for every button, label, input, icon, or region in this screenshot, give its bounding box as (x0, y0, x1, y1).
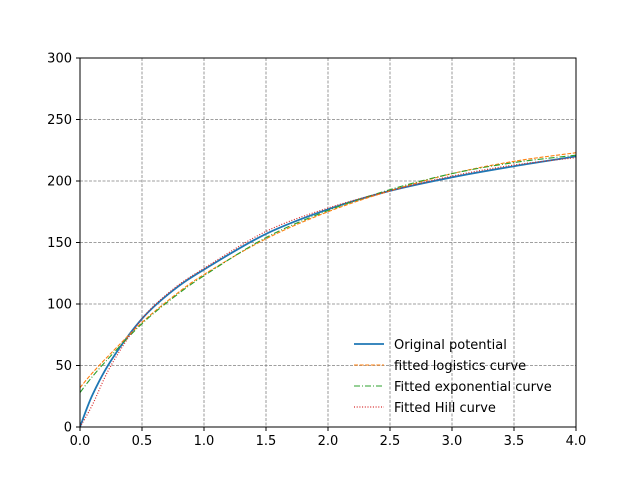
legend-label: Fitted exponential curve (394, 380, 552, 395)
x-tick-label: 2.5 (380, 434, 401, 449)
x-tick-label: 0.5 (132, 434, 153, 449)
y-tick-label: 0 (64, 421, 72, 436)
series-line-3 (80, 154, 576, 393)
legend-label: fitted logistics curve (394, 359, 526, 374)
x-tick-label: 4.0 (566, 434, 587, 449)
x-tick-label: 3.5 (504, 434, 525, 449)
plot-area: 0.0 0.5 1.0 1.5 2.0 2.5 3.0 3.5 4.0 0 50 100 150 200… (47, 52, 586, 450)
x-tick-label: 0.0 (70, 434, 91, 449)
series-line-4 (80, 157, 576, 427)
y-axis: 0 50 100 150 200 250 300 (47, 52, 80, 436)
y-tick-label: 300 (47, 52, 72, 67)
y-tick-label: 150 (47, 236, 72, 251)
grid (79, 57, 577, 428)
series-layer (80, 152, 576, 427)
x-tick-label: 1.0 (194, 434, 215, 449)
series-line-1 (80, 155, 576, 427)
x-tick-label: 2.0 (318, 434, 339, 449)
y-tick-label: 200 (47, 175, 72, 190)
x-tick-label: 1.5 (256, 434, 277, 449)
legend-label: Fitted Hill curve (394, 401, 496, 416)
y-tick-label: 250 (47, 113, 72, 128)
y-tick-label: 100 (47, 298, 72, 313)
legend-label: Original potential (394, 338, 507, 353)
x-axis: 0.0 0.5 1.0 1.5 2.0 2.5 3.0 3.5 4.0 (70, 427, 587, 449)
legend: Original potential fitted logistics curve… (354, 338, 552, 416)
x-tick-label: 3.0 (442, 434, 463, 449)
y-tick-label: 50 (55, 359, 72, 374)
